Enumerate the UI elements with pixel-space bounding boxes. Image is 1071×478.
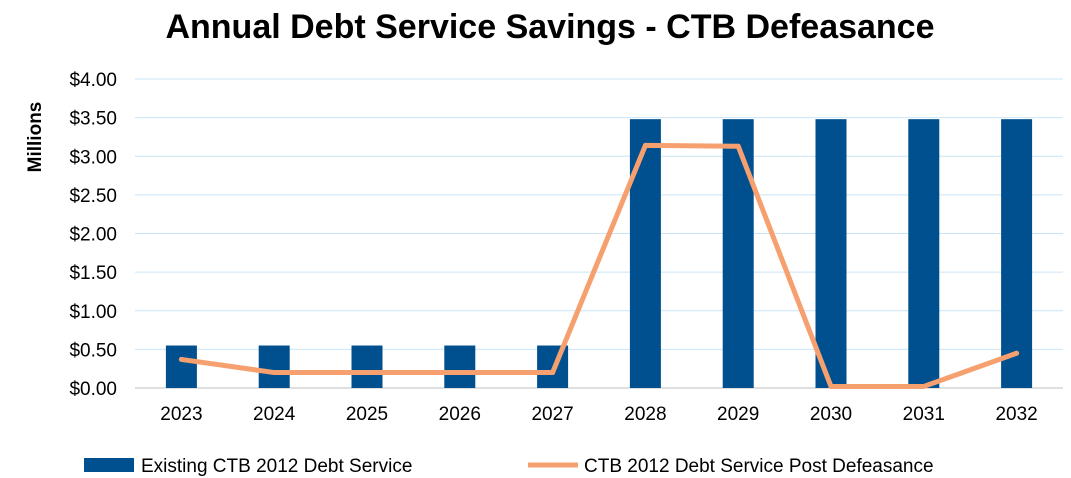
legend-bar-swatch — [84, 458, 134, 472]
y-tick-label: $0.50 — [69, 340, 117, 361]
y-tick-label: $4.00 — [69, 70, 117, 91]
legend-line-label: CTB 2012 Debt Service Post Defeasance — [584, 456, 934, 477]
x-tick-label: 2028 — [624, 404, 666, 425]
y-tick-label: $0.00 — [69, 379, 117, 400]
x-tick-label: 2025 — [346, 404, 388, 425]
x-tick-label: 2029 — [717, 404, 759, 425]
y-tick-label: $1.00 — [69, 302, 117, 323]
x-tick-label: 2026 — [439, 404, 481, 425]
legend-bar-label: Existing CTB 2012 Debt Service — [141, 456, 412, 477]
y-tick-label: $2.00 — [69, 225, 117, 246]
line-point — [457, 370, 463, 376]
line-point — [364, 370, 370, 376]
x-tick-label: 2030 — [810, 404, 852, 425]
line-series — [178, 142, 1020, 389]
bar — [908, 119, 940, 389]
x-tick-label: 2023 — [160, 404, 202, 425]
line-point — [642, 142, 648, 148]
bar — [815, 119, 847, 389]
line-point — [921, 383, 927, 389]
bar-series — [165, 119, 1033, 389]
x-tick-label: 2032 — [995, 404, 1037, 425]
line-point — [271, 370, 277, 376]
line-point — [550, 370, 556, 376]
line-point — [178, 356, 184, 362]
x-tick-label: 2027 — [531, 404, 573, 425]
bar — [444, 345, 476, 388]
bar — [722, 119, 754, 389]
chart-title: Annual Debt Service Savings - CTB Defeas… — [165, 8, 934, 46]
line-point — [735, 143, 741, 149]
legend: Existing CTB 2012 Debt Service CTB 2012 … — [84, 456, 934, 477]
y-tick-label: $1.50 — [69, 263, 117, 284]
bar — [165, 345, 197, 388]
y-axis-ticks: $0.00 $0.50 $1.00 $1.50 $2.00 $2.50 $3.00 $3.50… — [69, 70, 117, 400]
line-point — [1014, 350, 1020, 356]
x-axis-ticks: 2023 2024 2025 2026 2027 2028 2029 2030 2031 2032 — [160, 404, 1037, 425]
y-tick-label: $3.50 — [69, 109, 117, 130]
x-tick-label: 2024 — [253, 404, 296, 425]
bar — [351, 345, 383, 388]
bar — [629, 119, 661, 389]
y-tick-label: $3.00 — [69, 147, 117, 168]
y-tick-label: $2.50 — [69, 186, 117, 207]
line-point — [828, 383, 834, 389]
x-tick-label: 2031 — [903, 404, 945, 425]
y-axis-label: Millions — [25, 102, 46, 173]
bar — [1001, 119, 1033, 389]
series-line — [178, 142, 1020, 389]
bar — [258, 345, 290, 388]
